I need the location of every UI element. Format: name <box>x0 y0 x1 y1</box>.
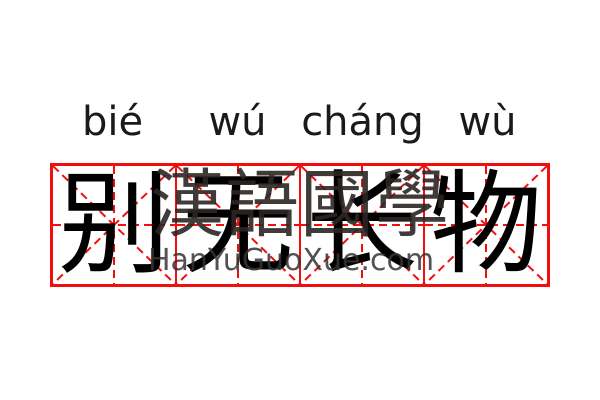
mizige-guide-lines-icon <box>425 166 547 284</box>
idiom-character: 长 <box>306 160 418 290</box>
pinyin-syllable: wú <box>208 99 267 145</box>
mizige-cell: 物 <box>425 166 547 284</box>
pinyin-syllable: bié <box>81 99 144 145</box>
mizige-cell: 别 <box>53 166 177 284</box>
idiom-character: 别 <box>58 160 170 290</box>
mizige-guide-lines-icon <box>53 166 175 284</box>
mizige-guide-lines-icon <box>177 166 299 284</box>
pinyin-syllable: cháng <box>301 99 424 145</box>
mizige-grid: 别 无 长 <box>50 163 550 287</box>
pinyin-syllable: wù <box>458 99 517 145</box>
mizige-guide-lines-icon <box>301 166 423 284</box>
idiom-character: 无 <box>182 160 294 290</box>
pinyin-row: bié wú cháng wù <box>50 100 550 144</box>
idiom-character: 物 <box>430 160 542 290</box>
mizige-cell: 无 <box>177 166 301 284</box>
mizige-cell: 长 <box>301 166 425 284</box>
